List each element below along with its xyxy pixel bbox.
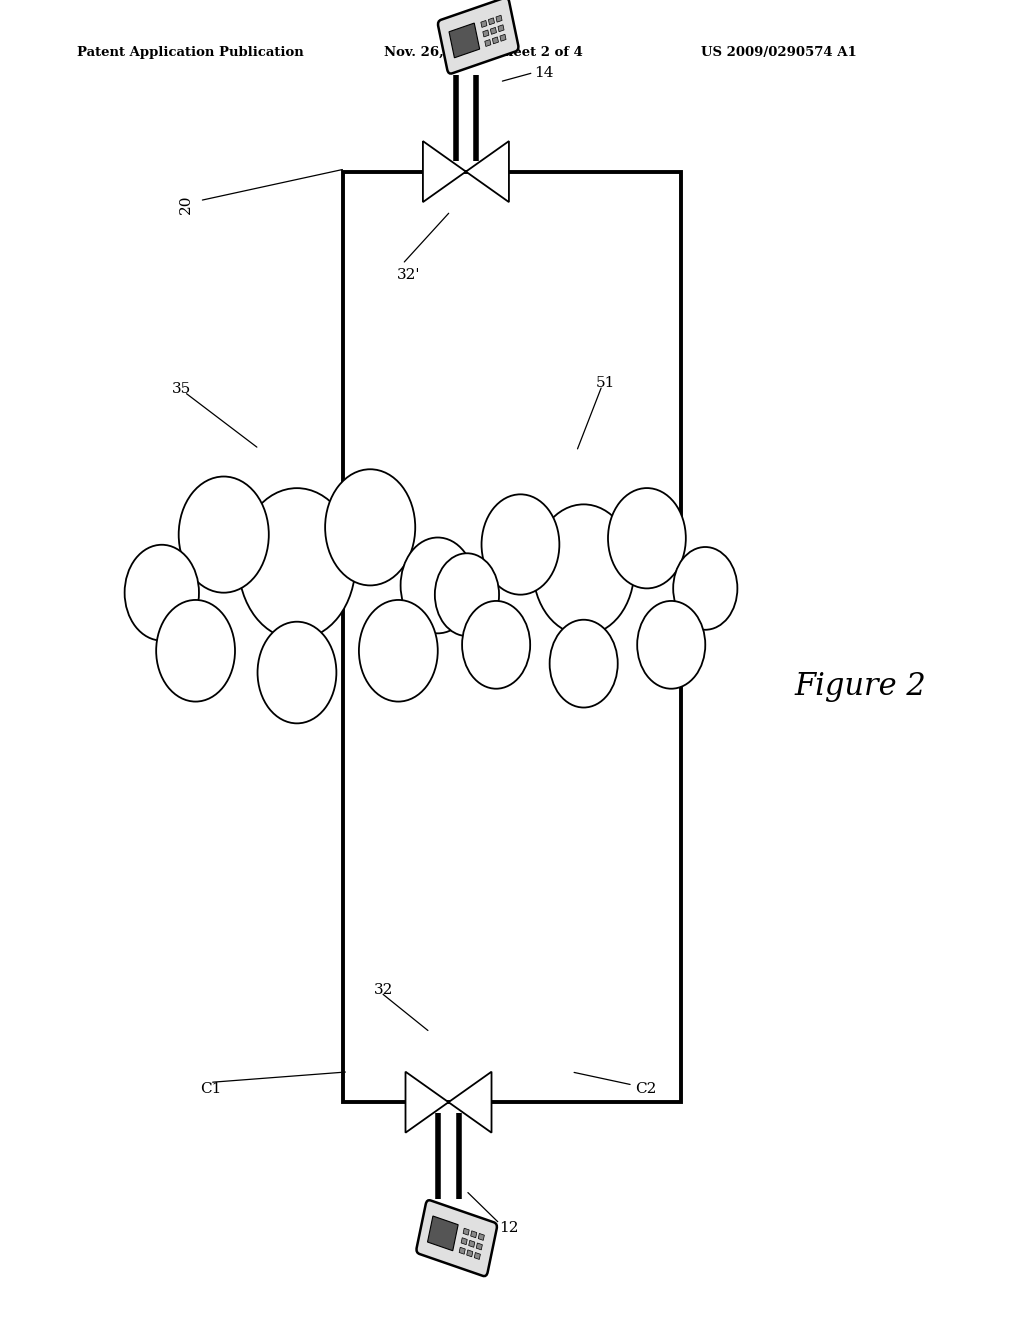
Text: 51: 51 [596,376,615,389]
Bar [461,1238,467,1245]
Bar [459,1247,465,1254]
Circle shape [239,488,355,639]
Circle shape [435,553,499,636]
Bar [484,40,490,46]
Bar [482,30,488,37]
Bar [343,172,681,1102]
Text: C1: C1 [200,1082,221,1096]
Bar [488,18,495,25]
FancyBboxPatch shape [417,1200,497,1276]
Bar [463,1228,469,1236]
Circle shape [673,546,737,630]
Circle shape [534,504,634,635]
Bar [496,16,502,22]
Polygon shape [449,1072,492,1133]
Bar [476,1243,482,1250]
Bar [467,1250,473,1257]
Circle shape [637,601,706,689]
Circle shape [359,599,438,702]
Circle shape [608,488,686,589]
Circle shape [400,537,475,634]
Text: 20: 20 [179,195,194,214]
Polygon shape [406,1072,449,1133]
Circle shape [178,477,268,593]
Text: C2: C2 [635,1082,656,1096]
Circle shape [550,620,617,708]
Bar [490,28,497,34]
Text: Figure 2: Figure 2 [795,671,926,702]
Bar [498,25,504,32]
Polygon shape [423,141,466,202]
Circle shape [125,545,199,640]
Text: 32': 32' [397,268,421,281]
Text: Patent Application Publication: Patent Application Publication [77,46,303,59]
Bar [500,34,506,41]
Bar [478,1233,484,1241]
Circle shape [257,622,336,723]
Text: 35: 35 [172,383,191,396]
Bar [493,37,499,44]
Circle shape [481,495,559,594]
Bar [469,1241,475,1247]
Bar [449,22,479,58]
Circle shape [326,469,416,586]
Bar [474,1253,480,1259]
Circle shape [156,599,234,702]
Text: 14: 14 [535,66,554,79]
Text: US 2009/0290574 A1: US 2009/0290574 A1 [701,46,857,59]
Text: 32: 32 [374,983,393,997]
Circle shape [462,601,530,689]
Bar [427,1216,458,1251]
Bar [471,1230,477,1238]
Text: 12: 12 [499,1221,518,1234]
Bar [481,20,487,28]
Polygon shape [466,141,509,202]
FancyBboxPatch shape [438,0,518,74]
Text: Nov. 26, 2009  Sheet 2 of 4: Nov. 26, 2009 Sheet 2 of 4 [384,46,583,59]
